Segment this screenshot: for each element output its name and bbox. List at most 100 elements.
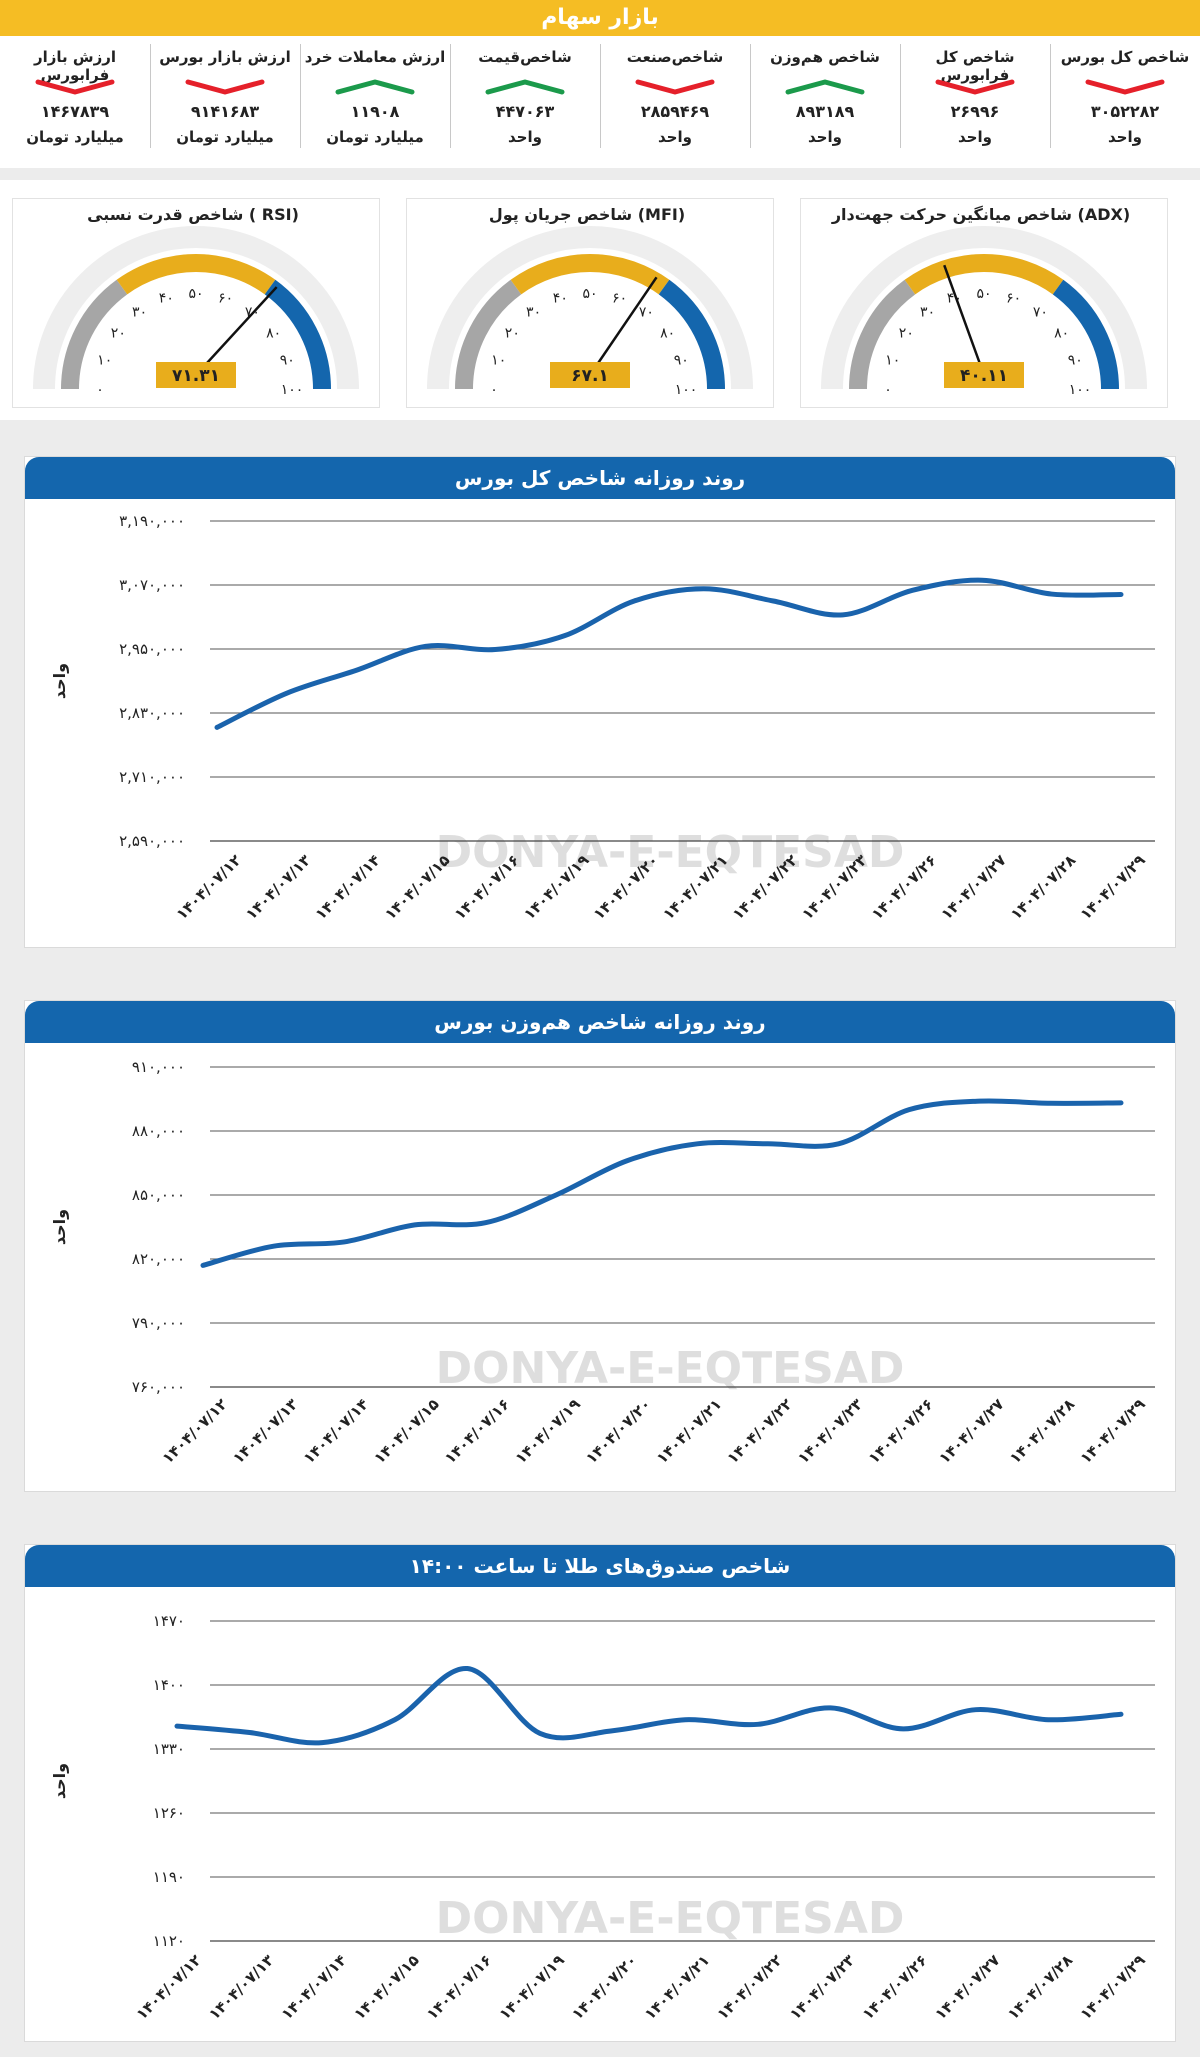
y-tick-label: ۱۱۹۰	[153, 1868, 185, 1886]
gauge-title: شاخص جریان پول (MFI)	[488, 205, 686, 224]
trend-up-icon	[335, 79, 415, 95]
data-point	[201, 1263, 205, 1268]
gauge-card-2: شاخص قدرت نسبی ( RSI)۰۱۰۲۰۳۰۴۰۵۰۶۰۷۰۸۰۹۰…	[12, 198, 380, 408]
gauge-tick-label: ۵۰	[188, 286, 203, 302]
indicator-4: شاخص‌قیمت ۴۴۷۰۶۳ واحد	[450, 36, 600, 168]
indicator-divider	[300, 44, 301, 148]
y-tick-label: ۲,۸۳۰,۰۰۰	[119, 704, 185, 722]
gauge-tick-label: ۶۰	[1006, 291, 1021, 307]
x-tick-label: ۱۴۰۴/۰۷/۲۰	[582, 1395, 654, 1467]
watermark-text: DONYA-E-EQTESAD	[436, 1343, 905, 1394]
x-tick-label: ۱۴۰۴/۰۷/۲۲	[713, 1951, 785, 2023]
x-tick-label: ۱۴۰۴/۰۷/۲۰	[568, 1951, 640, 2023]
data-point	[771, 599, 776, 603]
data-point	[1049, 592, 1054, 597]
data-point	[610, 1728, 615, 1733]
x-tick-label: ۱۴۰۴/۰۷/۲۸	[1006, 1395, 1078, 1467]
header-banner	[0, 0, 1200, 36]
data-point	[493, 647, 498, 652]
line-chart-total-index: DONYA-E-EQTESAD ۲,۵۹۰,۰۰۰ ۲,۷۱۰,۰۰۰ ۲,۸۳۰,۰…	[50, 512, 1155, 923]
gauge-title: شاخص میانگین حرکت جهت‌دار (ADX)	[831, 205, 1131, 224]
y-tick-label: ۳,۰۷۰,۰۰۰	[119, 576, 185, 594]
indicator-7: ارزش بازار فرابورس ۱۴۶۷۸۳۹ میلیارد تومان	[0, 36, 150, 168]
x-tick-label: ۱۴۰۴/۰۷/۱۶	[423, 1951, 495, 2023]
trend-down-icon	[185, 79, 265, 95]
gauge-zone-low	[455, 279, 522, 390]
data-point	[836, 1141, 841, 1146]
data-point	[562, 633, 567, 638]
gauge-zone-low	[61, 279, 128, 390]
gauge-tick-label: ۲۰	[899, 326, 914, 342]
y-axis-label: واحد	[50, 1209, 69, 1245]
indicator-value: ۴۴۷۰۶۳	[495, 102, 555, 121]
gauge-card-0: شاخص میانگین حرکت جهت‌دار (ADX) ۰ ۱۰ ۲۰ ۳۰ ۴۰…	[800, 198, 1168, 408]
data-point	[910, 588, 915, 593]
gauge-tick-label: ۰	[884, 382, 892, 398]
chart-panel-total-index: روند روزانه شاخص کل بورس DONYA-E-EQTESAD…	[24, 456, 1176, 948]
indicator-6: ارزش بازار بورس ۹۱۴۱۶۸۳ میلیارد تومان	[150, 36, 300, 168]
gauge-value: ۷۱.۳۱	[172, 366, 220, 386]
y-tick-label: ۱۴۰۰	[153, 1676, 185, 1694]
gauge-zone-low	[849, 279, 916, 390]
gauge-tick-label: ۸۰	[266, 326, 281, 342]
gauge-value-box	[944, 362, 1024, 388]
y-tick-label: ۹۱۰,۰۰۰	[132, 1058, 185, 1076]
x-tick-label: ۱۴۰۴/۰۷/۱۶	[441, 1395, 513, 1467]
data-point	[483, 1220, 488, 1225]
indicator-0: شاخص کل بورس ۳۰۵۲۲۸۲ واحد	[1050, 36, 1200, 168]
y-tick-label: ۳,۱۹۰,۰۰۰	[119, 512, 185, 530]
indicator-divider	[1050, 44, 1051, 148]
gauge-tick-label: ۱۰۰	[281, 382, 304, 398]
y-tick-label: ۲,۵۹۰,۰۰۰	[119, 832, 185, 850]
indicator-unit: واحد	[1108, 128, 1142, 146]
indicator-unit: میلیارد تومان	[326, 128, 424, 146]
gauge-tick-label: ۷۰	[639, 304, 654, 320]
x-tick-label: ۱۴۰۴/۰۷/۲۲	[723, 1395, 795, 1467]
indicator-2: شاخص هم‌وزن ۸۹۳۱۸۹ واحد	[750, 36, 900, 168]
gauge-tick-label: ۳۰	[920, 304, 935, 320]
indicator-value: ۳۰۵۲۲۸۲	[1090, 102, 1160, 121]
indicator-divider	[600, 44, 601, 148]
data-point	[1048, 1101, 1053, 1106]
indicator-unit: واحد	[508, 128, 542, 146]
data-point	[465, 1666, 470, 1671]
data-point	[840, 612, 845, 617]
x-tick-label: ۱۴۰۴/۰۷/۱۴	[300, 1395, 372, 1467]
y-tick-label: ۸۵۰,۰۰۰	[132, 1186, 185, 1204]
x-tick-label: ۱۴۰۴/۰۷/۲۳	[794, 1395, 866, 1467]
data-point	[342, 1239, 347, 1244]
data-point	[683, 1717, 688, 1722]
gauge-tick-label: ۸۰	[660, 326, 675, 342]
data-point	[1119, 592, 1123, 597]
x-tick-label: ۱۴۰۴/۰۷/۱۹	[496, 1951, 568, 2023]
data-point	[423, 644, 428, 649]
gauge-tick-label: ۱۰۰	[675, 382, 698, 398]
indicator-strip: شاخص کل بورس ۳۰۵۲۲۸۲ واحد شاخص کل فرابورس ۲۶…	[0, 36, 1200, 168]
panel-header	[25, 1545, 1175, 1587]
gauge-tick-label: ۵۰	[582, 286, 597, 302]
data-point	[554, 1193, 559, 1197]
indicator-title: ارزش معاملات خرد	[304, 48, 446, 66]
line-chart-equal-weight: DONYA-E-EQTESAD ۷۶۰,۰۰۰ ۷۹۰,۰۰۰ ۸۲۰,۰۰۰ ۸۵۰,…	[50, 1058, 1155, 1467]
x-tick-label: ۱۴۰۴/۰۷/۲۹	[1077, 851, 1149, 923]
data-point	[901, 1726, 906, 1731]
chart-panel-equal-weight: روند روزانه شاخص هم‌وزن بورس DONYA-E-EQT…	[24, 1000, 1176, 1492]
x-tick-label: ۱۴۰۴/۰۷/۲۸	[1004, 1951, 1076, 2023]
gauge-needle	[588, 276, 658, 376]
gauge-value-box	[550, 362, 630, 388]
gauge-tick-label: ۷۰	[1033, 304, 1048, 320]
data-point	[284, 691, 289, 696]
x-tick-label: ۱۴۰۴/۰۷/۱۴	[312, 851, 384, 923]
trend-down-icon	[635, 79, 715, 95]
x-tick-label: ۱۴۰۴/۰۷/۲۷	[937, 851, 1009, 923]
trend-up-icon	[785, 79, 865, 95]
y-tick-label: ۸۸۰,۰۰۰	[132, 1122, 185, 1140]
line-chart-gold-funds: DONYA-E-EQTESAD ۱۱۲۰ ۱۱۹۰ ۱۲۶۰ ۱۳۳۰ ۱۴۰۰ ۱۴۷۰ و…	[50, 1612, 1155, 2023]
y-axis-label: واحد	[50, 663, 69, 699]
panel-header	[25, 1001, 1175, 1043]
indicator-title: شاخص‌قیمت	[478, 48, 572, 66]
data-point	[271, 1244, 276, 1249]
y-tick-label: ۱۴۷۰	[153, 1612, 185, 1630]
y-tick-label: ۱۳۳۰	[153, 1740, 185, 1758]
indicator-divider	[750, 44, 751, 148]
